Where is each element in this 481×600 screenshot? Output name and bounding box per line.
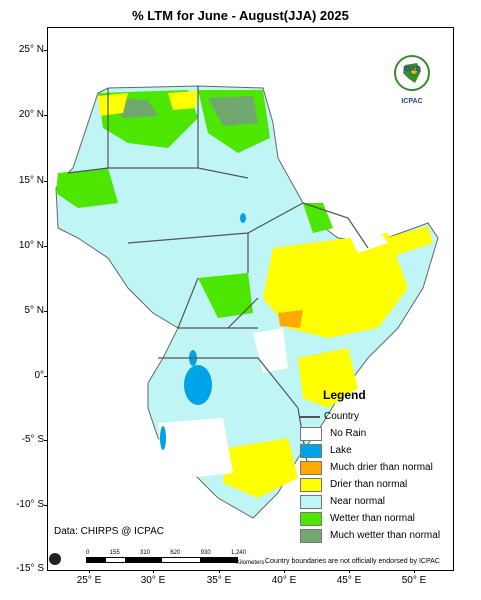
- scale-tick: 620: [170, 550, 181, 556]
- swatch-icon: [300, 443, 322, 458]
- legend-label: Near normal: [330, 496, 386, 507]
- legend: Legend Country No Rain Lake Much drier t…: [300, 388, 450, 544]
- swatch-icon: [300, 528, 322, 543]
- map-title: % LTM for June - August(JJA) 2025: [132, 8, 349, 23]
- legend-item: Much drier than normal: [300, 459, 450, 476]
- disclaimer: Country boundaries are not officially en…: [265, 558, 440, 565]
- legend-title: Legend: [323, 388, 366, 402]
- swatch-icon: [300, 494, 322, 509]
- lat-label: 10° N: [18, 240, 44, 251]
- legend-item: Near normal: [300, 493, 450, 510]
- swatch-icon: [300, 460, 322, 475]
- lat-label: 20° N: [18, 109, 44, 120]
- scale-tick: 310: [139, 550, 150, 556]
- scale-bar: 0 155 310 620 930 1,240 Kilometers: [86, 550, 264, 566]
- lon-label: 30° E: [140, 575, 166, 586]
- scale-tick: 155: [109, 550, 120, 556]
- legend-item: Much wetter than normal: [300, 527, 450, 544]
- lat-label: 25° N: [18, 44, 44, 55]
- legend-label: Drier than normal: [330, 479, 408, 490]
- legend-item: No Rain: [300, 425, 450, 442]
- logo-icpac-text: ICPAC: [401, 98, 423, 105]
- legend-label: Wetter than normal: [330, 513, 415, 524]
- legend-country: Country: [300, 408, 450, 425]
- legend-item: Lake: [300, 442, 450, 459]
- lat-label: 0°: [34, 370, 44, 381]
- lat-label: -15° S: [16, 563, 44, 574]
- lat-label: 5° N: [24, 305, 44, 316]
- legend-label: Lake: [330, 445, 352, 456]
- lon-label: 25° E: [76, 575, 102, 586]
- legend-item: Drier than normal: [300, 476, 450, 493]
- icpac-logo: IGAD ICPAC: [387, 53, 437, 111]
- swatch-icon: [300, 511, 322, 526]
- lat-label: 15° N: [18, 175, 44, 186]
- lat-label: -10° S: [16, 499, 44, 510]
- scale-tick: 930: [200, 550, 211, 556]
- legend-label: Much wetter than normal: [330, 530, 441, 541]
- logo-igad-text: IGAD: [403, 66, 421, 73]
- swatch-icon: [300, 426, 322, 441]
- lon-label: 40° E: [271, 575, 297, 586]
- lon-label: 45° E: [336, 575, 362, 586]
- legend-label: Much drier than normal: [330, 462, 433, 473]
- scale-tick: 0: [86, 550, 90, 556]
- lon-label: 50° E: [401, 575, 427, 586]
- legend-item: Wetter than normal: [300, 510, 450, 527]
- swatch-icon: [300, 477, 322, 492]
- legend-label: Country: [324, 411, 360, 422]
- scale-tick: 1,240: [230, 550, 246, 556]
- data-source: Data: CHIRPS @ ICPAC: [54, 526, 164, 537]
- country-line-icon: [300, 415, 320, 418]
- scale-unit: Kilometers: [236, 560, 265, 566]
- igad-emblem-icon: [394, 55, 430, 91]
- north-arrow-icon: [49, 553, 61, 565]
- lat-label: -5° S: [21, 434, 44, 445]
- map-frame: IGAD ICPAC: [47, 27, 454, 571]
- lon-label: 35° E: [206, 575, 232, 586]
- legend-label: No Rain: [330, 428, 367, 439]
- rainfall-map: [55, 85, 439, 519]
